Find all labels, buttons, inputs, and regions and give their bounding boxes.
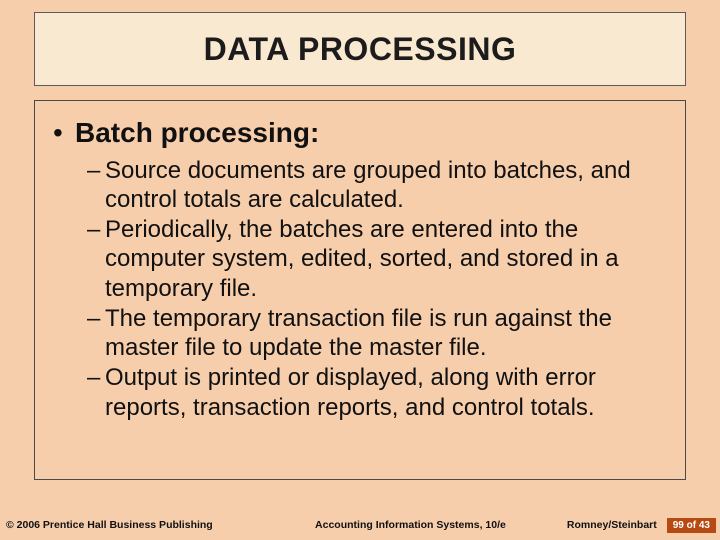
sub-list: – Source documents are grouped into batc… bbox=[53, 156, 667, 422]
footer-author: Romney/Steinbart bbox=[567, 519, 657, 531]
sub-dash: – bbox=[87, 304, 105, 363]
sub-dash: – bbox=[87, 215, 105, 303]
sub-item: – Periodically, the batches are entered … bbox=[87, 215, 667, 303]
slide-title: DATA PROCESSING bbox=[204, 31, 517, 68]
sub-text: Output is printed or displayed, along wi… bbox=[105, 363, 667, 422]
sub-item: – Source documents are grouped into batc… bbox=[87, 156, 667, 215]
slide: DATA PROCESSING • Batch processing: – So… bbox=[0, 0, 720, 540]
page-number-badge: 99 of 43 bbox=[667, 518, 716, 533]
sub-item: – The temporary transaction file is run … bbox=[87, 304, 667, 363]
footer: © 2006 Prentice Hall Business Publishing… bbox=[0, 516, 720, 534]
footer-right: Romney/Steinbart 99 of 43 bbox=[567, 518, 720, 533]
sub-dash: – bbox=[87, 363, 105, 422]
bullet-text: Batch processing: bbox=[75, 116, 319, 150]
sub-text: Source documents are grouped into batche… bbox=[105, 156, 667, 215]
title-box: DATA PROCESSING bbox=[34, 12, 686, 86]
bullet-marker: • bbox=[53, 115, 75, 147]
footer-book-title: Accounting Information Systems, 10/e bbox=[254, 519, 567, 531]
sub-text: Periodically, the batches are entered in… bbox=[105, 215, 667, 303]
sub-item: – Output is printed or displayed, along … bbox=[87, 363, 667, 422]
sub-text: The temporary transaction file is run ag… bbox=[105, 304, 667, 363]
footer-copyright: © 2006 Prentice Hall Business Publishing bbox=[0, 519, 254, 531]
sub-dash: – bbox=[87, 156, 105, 215]
content-box: • Batch processing: – Source documents a… bbox=[34, 100, 686, 480]
bullet-item: • Batch processing: bbox=[53, 115, 667, 150]
